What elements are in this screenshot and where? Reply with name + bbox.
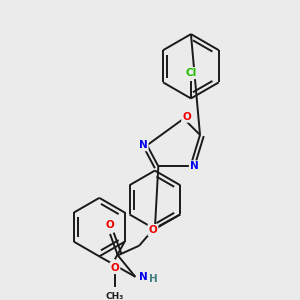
Text: O: O	[110, 263, 119, 273]
Text: N: N	[139, 272, 148, 282]
Text: O: O	[148, 225, 157, 235]
Text: H: H	[148, 274, 157, 284]
Text: Cl: Cl	[185, 68, 197, 78]
Text: CH₃: CH₃	[106, 292, 124, 300]
Text: N: N	[139, 140, 148, 150]
Text: O: O	[106, 220, 114, 230]
Text: O: O	[182, 112, 191, 122]
Text: N: N	[190, 161, 199, 171]
